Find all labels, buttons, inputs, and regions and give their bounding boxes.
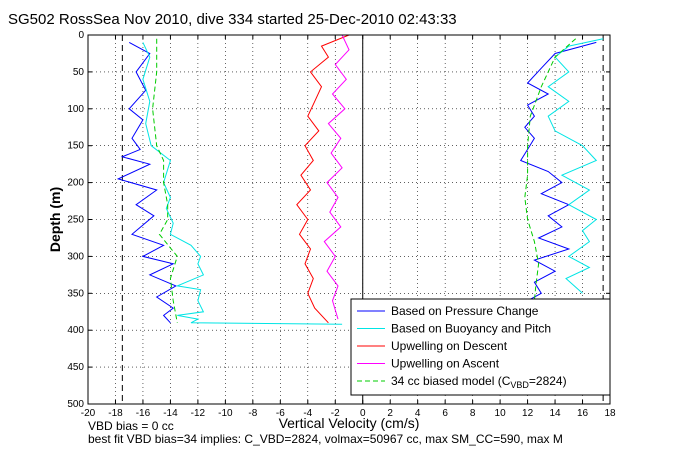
legend-box <box>350 298 611 396</box>
y-tick-label: 350 <box>67 288 84 299</box>
x-tick-label: -12 <box>191 408 206 419</box>
x-tick-label: 0 <box>360 408 366 419</box>
y-tick-label: 400 <box>67 325 84 336</box>
series-line <box>323 34 350 320</box>
series-based-on-pressure-change <box>116 41 597 324</box>
y-tick-label: 500 <box>67 399 84 410</box>
x-tick-label: 8 <box>470 408 476 419</box>
series-upwelling-on-descent <box>296 34 350 324</box>
x-tick-label: 14 <box>549 408 561 419</box>
series-line <box>519 41 597 302</box>
x-tick-label: 4 <box>415 408 421 419</box>
series-line <box>152 38 178 323</box>
chart-title: SG502 RossSea Nov 2010, dive 334 started… <box>8 11 457 28</box>
y-tick-label: 450 <box>67 362 84 373</box>
x-tick-label: 2 <box>387 408 393 419</box>
y-tick-label: 250 <box>67 215 84 226</box>
footer-line-2: best fit VBD bias=34 implies: C_VBD=2824… <box>88 432 563 446</box>
x-tick-label: 16 <box>577 408 589 419</box>
legend-label: Based on Pressure Change <box>391 304 539 318</box>
legend-label: Upwelling on Descent <box>391 339 508 353</box>
x-axis-label: Vertical Velocity (cm/s) <box>279 415 420 431</box>
x-tick-label: -16 <box>136 408 151 419</box>
x-tick-label: -10 <box>218 408 233 419</box>
footer-line-1: VBD bias = 0 cc <box>88 419 174 433</box>
x-tick-label: 18 <box>604 408 616 419</box>
x-tick-label: -20 <box>81 408 96 419</box>
x-tick-label: -18 <box>108 408 123 419</box>
x-tick-label: -8 <box>248 408 257 419</box>
x-tick-label: -6 <box>276 408 285 419</box>
legend-items: Based on Pressure Change Based on Buoyanc… <box>357 304 567 390</box>
y-tick-label: 0 <box>78 30 84 41</box>
y-tick-label: 300 <box>67 251 84 262</box>
x-tick-label: 6 <box>442 408 448 419</box>
x-tick-label: -14 <box>163 408 178 419</box>
y-tick-label: 200 <box>67 178 84 189</box>
x-tick-label: 10 <box>495 408 507 419</box>
series-group <box>116 34 604 325</box>
legend: Based on Pressure Change Based on Buoyanc… <box>350 298 611 396</box>
series-34-cc-biased-model-c-vbd-2824 <box>152 38 577 323</box>
x-tick-label: -4 <box>303 408 312 419</box>
legend-label: Upwelling on Ascent <box>391 357 500 371</box>
legend-label: Based on Buoyancy and Pitch <box>391 322 551 336</box>
y-tick-label: 150 <box>67 141 84 152</box>
series-upwelling-on-ascent <box>323 34 350 320</box>
y-tick-label: 50 <box>73 67 85 78</box>
y-axis-label: Depth (m) <box>47 187 63 252</box>
x-tick-label: 12 <box>522 408 534 419</box>
series-line <box>547 38 604 294</box>
series-line <box>142 42 343 325</box>
legend-label: 34 cc biased model (CVBD=2824) <box>391 374 567 390</box>
x-tick-label: -2 <box>331 408 340 419</box>
series-line <box>296 34 350 324</box>
series-line <box>116 41 178 324</box>
axis-ticks: -20 -18 -16 -14 -12 -10 -8 -6 -4 -2 0 2 4 6 8 10 12 14 16 1… <box>67 30 616 419</box>
series-based-on-buoyancy-and-pitch <box>142 38 604 325</box>
y-tick-label: 100 <box>67 104 84 115</box>
series-line <box>524 38 577 301</box>
